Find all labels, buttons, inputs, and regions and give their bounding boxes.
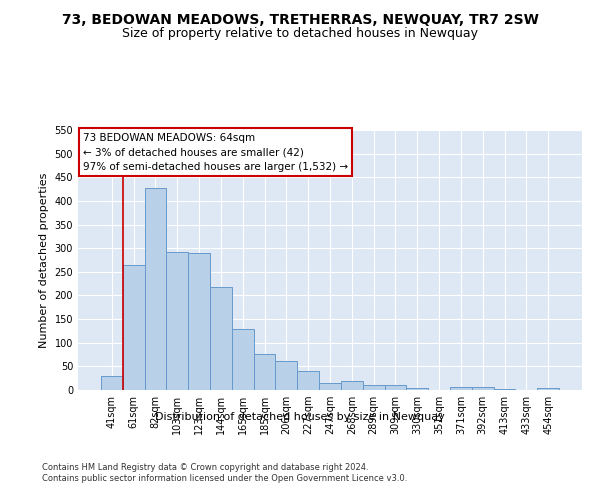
- Bar: [254, 354, 275, 390]
- Bar: [450, 387, 472, 390]
- Bar: [188, 253, 210, 390]
- Bar: [319, 383, 341, 390]
- Bar: [472, 387, 494, 390]
- Text: 73, BEDOWAN MEADOWS, TRETHERRAS, NEWQUAY, TR7 2SW: 73, BEDOWAN MEADOWS, TRETHERRAS, NEWQUAY…: [62, 12, 538, 26]
- Bar: [166, 252, 188, 390]
- Bar: [494, 388, 515, 390]
- Y-axis label: Number of detached properties: Number of detached properties: [39, 172, 49, 348]
- Bar: [341, 382, 363, 390]
- Text: Contains public sector information licensed under the Open Government Licence v3: Contains public sector information licen…: [42, 474, 407, 483]
- Bar: [297, 371, 319, 390]
- Bar: [145, 188, 166, 390]
- Bar: [275, 361, 297, 390]
- Text: Contains HM Land Registry data © Crown copyright and database right 2024.: Contains HM Land Registry data © Crown c…: [42, 462, 368, 471]
- Bar: [385, 386, 406, 390]
- Bar: [210, 288, 232, 390]
- Text: Distribution of detached houses by size in Newquay: Distribution of detached houses by size …: [155, 412, 445, 422]
- Bar: [406, 388, 428, 390]
- Text: Size of property relative to detached houses in Newquay: Size of property relative to detached ho…: [122, 28, 478, 40]
- Bar: [123, 264, 145, 390]
- Bar: [363, 385, 385, 390]
- Bar: [101, 376, 123, 390]
- Text: 73 BEDOWAN MEADOWS: 64sqm
← 3% of detached houses are smaller (42)
97% of semi-d: 73 BEDOWAN MEADOWS: 64sqm ← 3% of detach…: [83, 132, 348, 172]
- Bar: [232, 328, 254, 390]
- Bar: [537, 388, 559, 390]
